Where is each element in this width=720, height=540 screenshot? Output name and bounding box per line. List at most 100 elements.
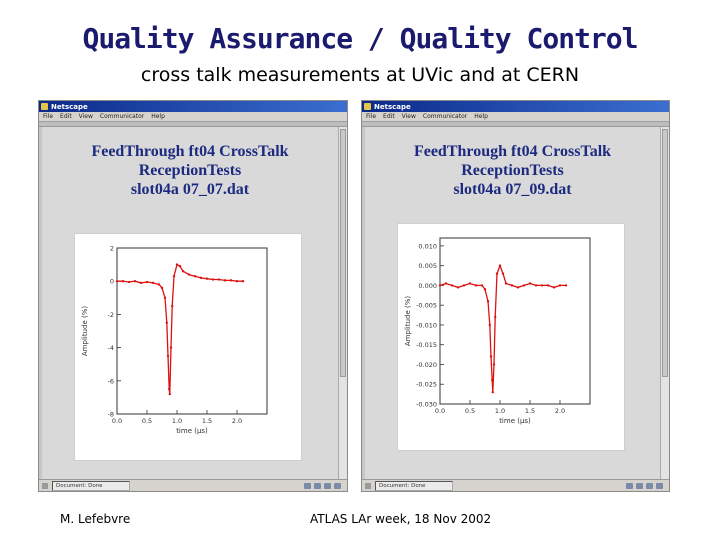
crosstalk-plot-panel: 0.010 0.005 0.000 -0.005 -0.010 -0.015 -0.020 -…	[397, 223, 625, 451]
component-icon[interactable]	[656, 482, 663, 489]
page-viewport: FeedThrough ft04 CrossTalk ReceptionTest…	[42, 127, 338, 479]
window-title: Netscape	[51, 102, 88, 111]
window-titlebar[interactable]: Netscape	[39, 101, 347, 112]
series-line	[117, 263, 243, 395]
data-point	[133, 280, 137, 283]
menu-bar: File Edit View Communicator Help	[362, 112, 669, 122]
scrollbar-thumb[interactable]	[340, 129, 346, 378]
y-tick-label: 0.000	[418, 282, 437, 290]
component-icon[interactable]	[626, 482, 633, 489]
data-point	[510, 284, 514, 287]
vertical-scrollbar[interactable]	[660, 127, 669, 479]
y-tick-label: -0.010	[416, 321, 437, 329]
data-point	[127, 280, 131, 284]
status-icons	[304, 482, 347, 489]
y-tick-label: -0.005	[416, 302, 437, 310]
heading-line: ReceptionTests	[138, 162, 242, 179]
vertical-scrollbar[interactable]	[338, 127, 347, 479]
x-tick-label: 1.0	[172, 417, 182, 425]
data-point	[211, 278, 215, 281]
data-point	[168, 392, 171, 396]
data-point	[438, 284, 442, 287]
y-tick-label: -0.015	[416, 341, 437, 349]
x-axis-label: time (µs)	[499, 417, 531, 425]
component-icon[interactable]	[646, 482, 653, 489]
menu-edit[interactable]: Edit	[60, 113, 72, 120]
y-tick-label: -0.020	[416, 361, 437, 369]
component-icon[interactable]	[324, 482, 331, 489]
plot-frame	[116, 247, 268, 415]
component-icon[interactable]	[314, 482, 321, 489]
data-point	[480, 284, 484, 287]
menu-view[interactable]: View	[78, 113, 93, 120]
data-point	[546, 284, 550, 287]
data-point	[178, 265, 182, 268]
data-point	[450, 284, 454, 287]
page-heading: FeedThrough ft04 CrossTalk ReceptionTest…	[42, 142, 338, 199]
y-tick-label: 0.005	[418, 262, 437, 270]
data-point	[491, 379, 494, 382]
data-point	[181, 270, 185, 273]
y-tick-label: -2	[108, 311, 114, 319]
y-tick-label: 0.010	[418, 242, 437, 250]
menu-help[interactable]: Help	[151, 113, 165, 120]
data-point	[504, 282, 508, 285]
window-title: Netscape	[374, 102, 411, 111]
menu-help[interactable]: Help	[474, 113, 488, 120]
status-text: Document: Done	[375, 480, 453, 491]
component-icon[interactable]	[304, 482, 311, 489]
menu-file[interactable]: File	[43, 113, 54, 120]
data-point	[444, 282, 448, 285]
data-point	[175, 263, 179, 266]
y-tick-label: 0	[110, 278, 114, 286]
y-tick-label: 2	[110, 245, 114, 253]
data-point	[501, 272, 505, 275]
data-point	[163, 296, 167, 299]
slide-title: Quality Assurance / Quality Control	[82, 22, 638, 55]
data-point	[193, 275, 197, 278]
data-point	[534, 284, 538, 287]
data-point	[168, 387, 171, 391]
data-point	[139, 281, 143, 285]
data-point	[474, 284, 478, 287]
data-point	[121, 280, 125, 283]
y-tick-label: -6	[108, 377, 114, 385]
browser-window-cern: Netscape File Edit View Communicator Hel…	[361, 100, 670, 492]
menu-file[interactable]: File	[366, 113, 377, 120]
menu-view[interactable]: View	[401, 113, 416, 120]
menu-communicator[interactable]: Communicator	[99, 113, 145, 120]
menu-communicator[interactable]: Communicator	[422, 113, 468, 120]
component-icon[interactable]	[636, 482, 643, 489]
window-titlebar[interactable]: Netscape	[362, 101, 669, 112]
y-tick-label: -0.030	[416, 401, 437, 409]
status-text: Document: Done	[52, 480, 130, 491]
heading-line: ReceptionTests	[461, 162, 564, 179]
x-tick-label: 1.5	[525, 407, 535, 415]
crosstalk-chart: 0.010 0.005 0.000 -0.005 -0.010 -0.015 -0.020 -…	[404, 237, 591, 425]
scrollbar-thumb[interactable]	[662, 129, 668, 378]
y-axis-label: Amplitude (%)	[81, 306, 89, 356]
heading-line: slot04a 07_07.dat	[130, 181, 250, 198]
data-point	[235, 280, 239, 283]
data-point	[169, 346, 173, 349]
data-point	[166, 354, 170, 358]
component-icon[interactable]	[334, 482, 341, 489]
data-point	[488, 323, 491, 327]
data-point	[494, 315, 497, 319]
x-tick-label: 0.5	[465, 407, 475, 415]
data-point	[491, 390, 494, 394]
data-point	[483, 288, 487, 291]
heading-line: FeedThrough ft04 CrossTalk	[413, 143, 612, 160]
security-icon[interactable]	[365, 482, 371, 489]
x-axis-label: time (µs)	[176, 427, 208, 435]
browser-window-uvic: Netscape File Edit View Communicator Hel…	[38, 100, 348, 492]
security-icon[interactable]	[42, 482, 48, 489]
data-point	[522, 284, 526, 287]
data-point	[456, 286, 460, 289]
data-point	[489, 355, 493, 358]
x-tick-label: 0.0	[112, 417, 122, 425]
menu-edit[interactable]: Edit	[383, 113, 395, 120]
x-tick-label: 2.0	[555, 407, 565, 415]
data-point	[486, 300, 490, 303]
x-tick-label: 2.0	[232, 417, 242, 425]
